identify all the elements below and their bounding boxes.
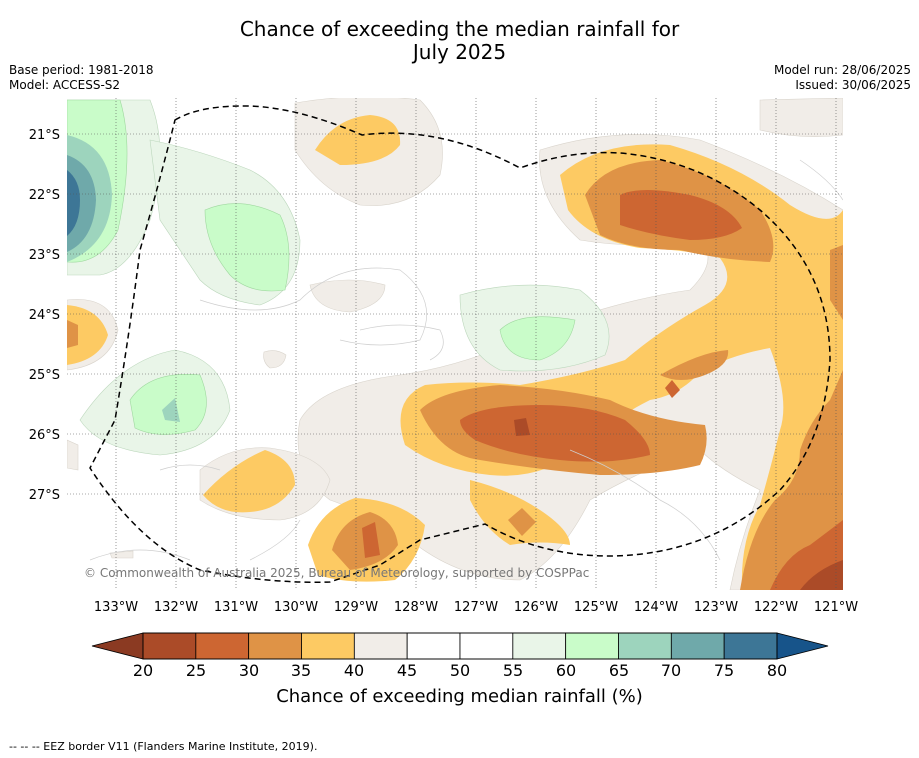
colorbar-tick: 25 [186,661,206,680]
colorbar-swatch [459,632,514,660]
latitude-labels: 21°S 22°S 23°S 24°S 25°S 26°S 27°S [29,128,60,503]
title-line-1: Chance of exceeding the median rainfall … [239,17,680,41]
colorbar-tick: 35 [291,661,311,680]
colorbar: 20 25 30 35 40 45 50 55 60 65 70 75 80 [91,632,829,680]
lat-label: 24°S [29,308,60,323]
colorbar-swatch [565,632,619,660]
lat-label: 21°S [29,128,60,143]
colorbar-swatch [670,632,725,660]
meta-left: Base period: 1981-2018 Model: ACCESS-S2 [9,63,154,93]
colorbar-tick: 55 [503,661,523,680]
lon-label: 125°W [574,600,618,615]
title-line-2: July 2025 [412,40,507,64]
lon-label: 128°W [394,600,438,615]
colorbar-tick: 70 [661,661,681,680]
colorbar-tick: 65 [609,661,629,680]
rainfall-field: © Commonwealth of Australia 2025, Bureau… [67,98,843,590]
colorbar-swatch [195,632,250,660]
lat-label: 27°S [29,488,60,503]
colorbar-swatch [512,632,567,660]
model-run: Model run: 28/06/2025 [773,63,911,77]
eez-border [89,105,831,583]
map-title: Chance of exceeding the median rainfall … [0,18,919,64]
lon-label: 131°W [214,600,258,615]
lon-label: 127°W [454,600,498,615]
lon-label: 123°W [694,600,738,615]
lon-label: 129°W [334,600,378,615]
colorbar-swatch [301,632,355,660]
lon-label: 126°W [514,600,558,615]
lat-label: 23°S [29,248,60,263]
colorbar-swatch [353,632,408,660]
colorbar-ticks: 20 25 30 35 40 45 50 55 60 65 70 75 80 [133,661,787,680]
colorbar-under-arrow [91,632,144,660]
meta-right: Model run: 28/06/2025 Issued: 30/06/2025 [774,63,911,93]
colorbar-swatch [248,632,302,660]
colorbar-swatches [142,632,778,660]
base-period: Base period: 1981-2018 [9,63,154,77]
longitude-labels: 133°W 132°W 131°W 130°W 129°W 128°W 127°… [94,600,858,615]
colorbar-tick: 30 [239,661,259,680]
lon-label: 121°W [814,600,858,615]
colorbar-tick: 45 [397,661,417,680]
lat-label: 22°S [29,188,60,203]
lon-label: 130°W [274,600,318,615]
colorbar-swatch [618,632,672,660]
model-name: Model: ACCESS-S2 [9,78,121,92]
colorbar-label: Chance of exceeding median rainfall (%) [276,686,643,707]
colorbar-tick: 40 [344,661,364,680]
lon-label: 133°W [94,600,138,615]
colorbar-tick: 20 [133,661,153,680]
colorbar-tick: 60 [556,661,576,680]
lon-label: 124°W [634,600,678,615]
colorbar-tick: 80 [767,661,787,680]
copyright-note: © Commonwealth of Australia 2025, Bureau… [84,566,589,580]
colorbar-swatch [142,632,197,660]
lon-label: 122°W [754,600,798,615]
colorbar-swatch [723,632,778,660]
colorbar-tick: 50 [450,661,470,680]
issued-date: Issued: 30/06/2025 [795,78,911,92]
lat-label: 25°S [29,368,60,383]
lon-label: 132°W [154,600,198,615]
eez-footnote: -- -- -- EEZ border V11 (Flanders Marine… [9,740,318,753]
colorbar-tick: 75 [714,661,734,680]
colorbar-swatch [406,632,461,660]
colorbar-over-arrow [776,632,829,660]
lat-label: 26°S [29,428,60,443]
